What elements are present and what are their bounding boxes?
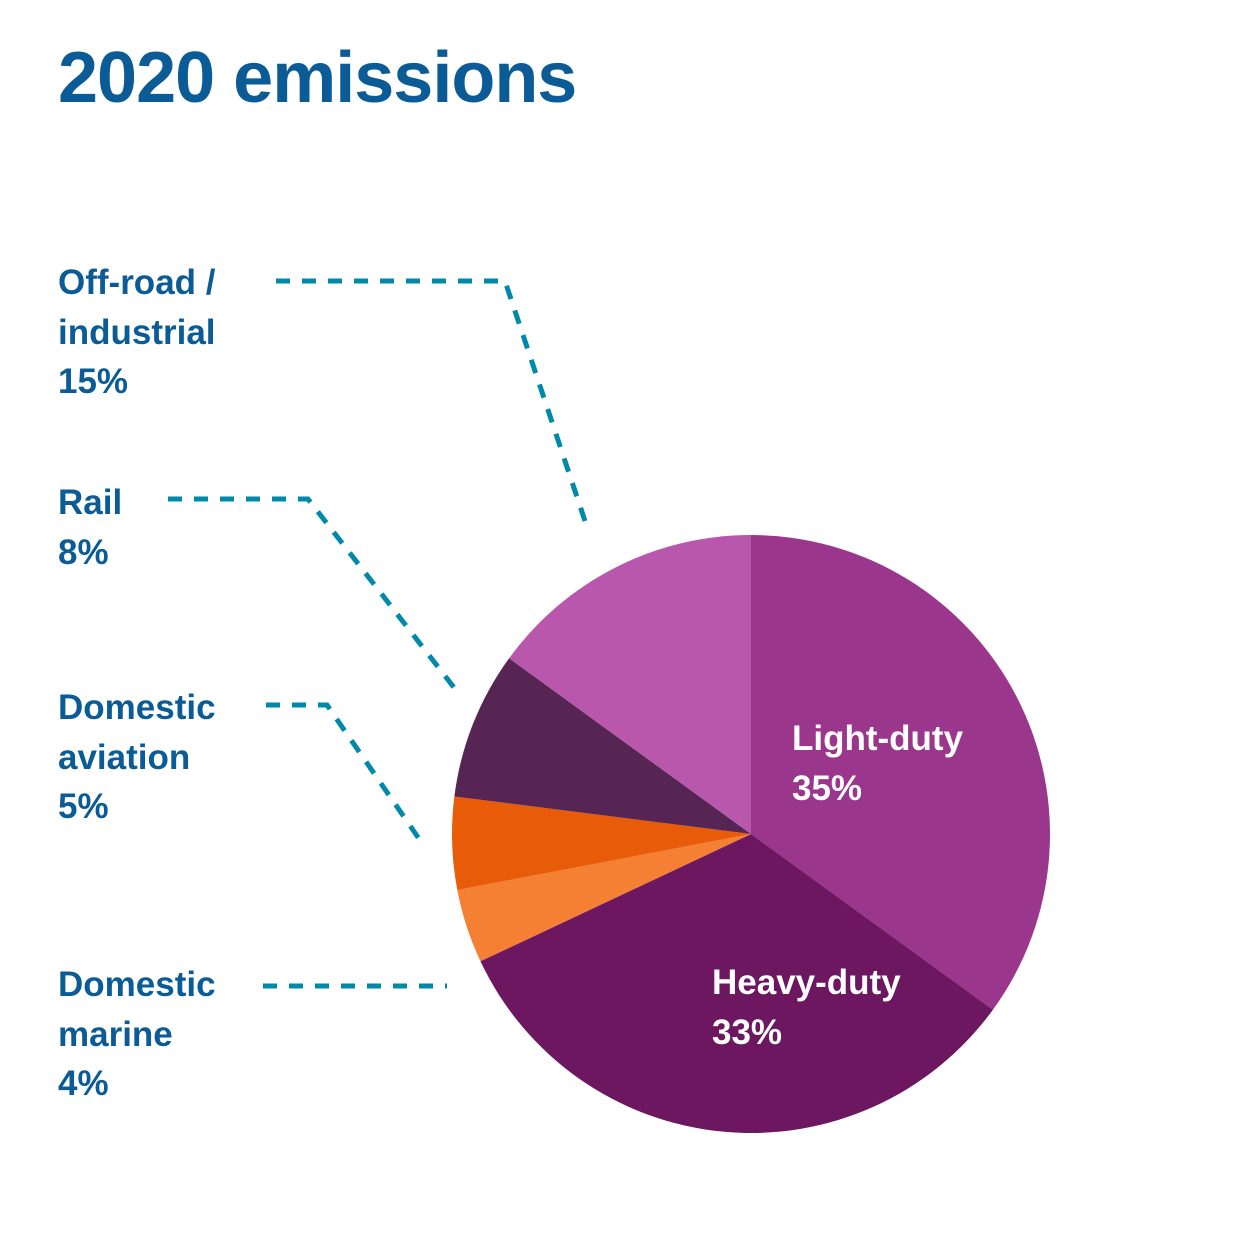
leader-line-offroad xyxy=(276,278,590,528)
pie-slice-domestic-marine xyxy=(457,834,751,962)
leader-lines xyxy=(168,278,590,989)
pie-slice-off-road-industrial xyxy=(509,535,751,834)
pie-slice-light-duty xyxy=(751,535,1051,1010)
callout-label-offroad: Off-road / industrial 15% xyxy=(58,263,216,402)
leader-line-rail xyxy=(168,496,461,696)
leader-line-aviation xyxy=(266,702,427,848)
slice-label-light-duty: Light-duty 35% xyxy=(792,719,964,808)
pie-slice-heavy-duty xyxy=(480,834,993,1134)
page-title: 2020 emissions xyxy=(58,38,577,118)
callout-label-rail: Rail 8% xyxy=(58,483,123,572)
pie-slice-rail xyxy=(454,658,751,834)
callout-label-marine: Domestic marine 4% xyxy=(58,965,216,1104)
pie-slice-domestic-aviation xyxy=(452,796,751,891)
slice-label-heavy-duty: Heavy-duty 33% xyxy=(712,963,901,1052)
pie-slices xyxy=(452,535,1051,1134)
callout-label-aviation: Domestic aviation 5% xyxy=(58,688,216,827)
